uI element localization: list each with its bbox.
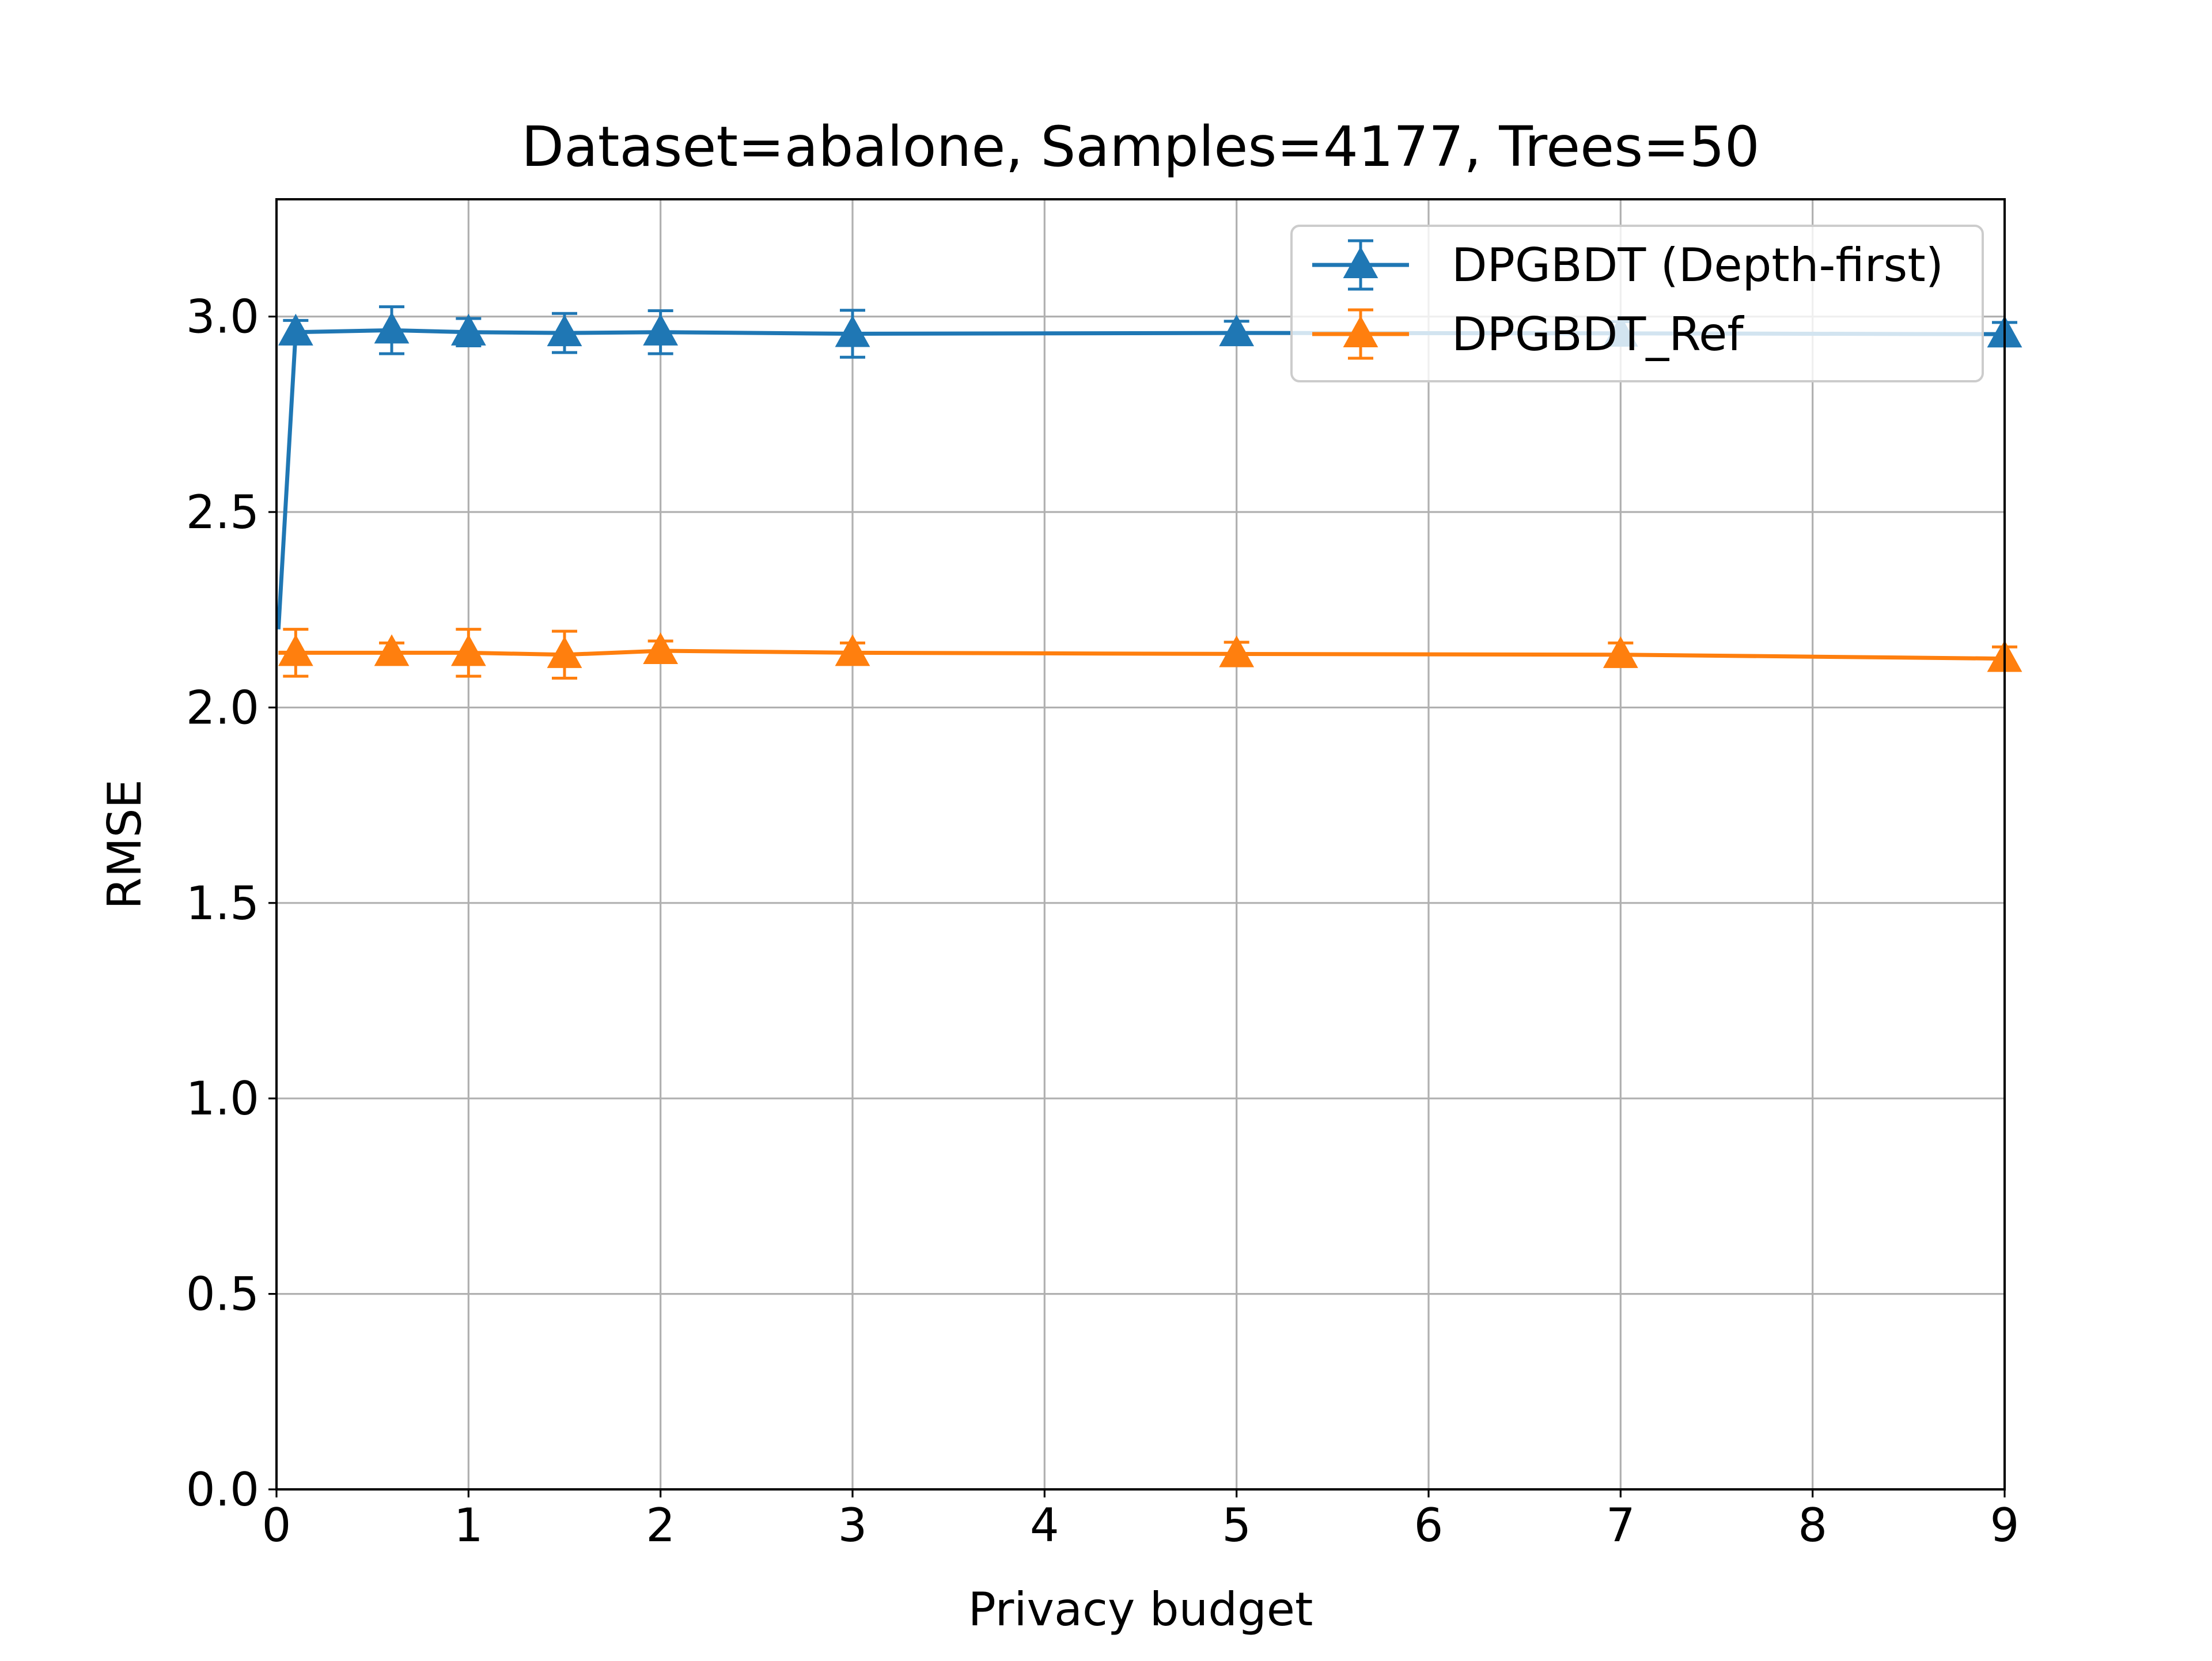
legend-label: DPGBDT_Ref <box>1452 308 1744 361</box>
y-tick-label: 2.0 <box>186 681 259 734</box>
chart-title: Dataset=abalone, Samples=4177, Trees=50 <box>521 115 1760 179</box>
x-tick-label: 0 <box>262 1499 291 1552</box>
x-tick-label: 9 <box>1990 1499 2020 1552</box>
legend-entry-1: DPGBDT_Ref <box>1312 308 1744 361</box>
data-point <box>547 314 582 347</box>
data-point <box>450 313 486 346</box>
data-point <box>374 634 410 666</box>
legend-entries: DPGBDT (Depth-first) DPGBDT_Ref <box>1312 238 1944 361</box>
data-point <box>835 634 870 666</box>
x-tick-label: 3 <box>838 1499 868 1552</box>
x-tick-label: 2 <box>646 1499 675 1552</box>
x-axis-label: Privacy budget <box>968 1583 1313 1636</box>
data-point <box>1219 635 1255 668</box>
y-tick-label: 0.5 <box>186 1268 259 1321</box>
data-point <box>643 313 679 346</box>
x-tick-label: 7 <box>1606 1499 1635 1552</box>
y-axis-label: RMSE <box>98 779 151 909</box>
x-tick-label: 6 <box>1414 1499 1444 1552</box>
x-tick-label: 8 <box>1798 1499 1827 1552</box>
legend-entry-0: DPGBDT (Depth-first) <box>1312 238 1944 292</box>
data-point <box>835 315 870 347</box>
legend: DPGBDT (Depth-first) DPGBDT_Ref <box>1290 225 1984 382</box>
series-line <box>278 649 2005 661</box>
data-point <box>643 632 679 665</box>
y-tick-label: 1.0 <box>186 1072 259 1125</box>
data-point <box>278 634 313 666</box>
data-point <box>450 634 486 666</box>
data-point <box>1219 314 1255 347</box>
data-point <box>1603 636 1638 668</box>
series-1 <box>278 628 2022 680</box>
legend-marker <box>1343 247 1378 279</box>
data-point <box>374 312 410 344</box>
x-tick-label: 1 <box>454 1499 483 1552</box>
y-tick-label: 2.5 <box>186 486 259 539</box>
legend-box <box>1290 225 1984 382</box>
data-point <box>278 313 313 346</box>
legend-marker <box>1343 316 1378 348</box>
y-tick-label: 0.0 <box>186 1463 259 1516</box>
tick-layer: 0 1 2 3 4 5 6 7 8 9 0.0 0.5 1.0 1.5 2.0 2.5 3.0 <box>186 290 2020 1552</box>
x-tick-label: 5 <box>1222 1499 1251 1552</box>
legend-label: DPGBDT (Depth-first) <box>1452 238 1944 292</box>
y-tick-label: 3.0 <box>186 290 259 344</box>
y-tick-label: 1.5 <box>186 877 259 930</box>
plot-frame <box>275 198 2006 1491</box>
data-point <box>547 636 582 668</box>
x-tick-label: 4 <box>1030 1499 1059 1552</box>
